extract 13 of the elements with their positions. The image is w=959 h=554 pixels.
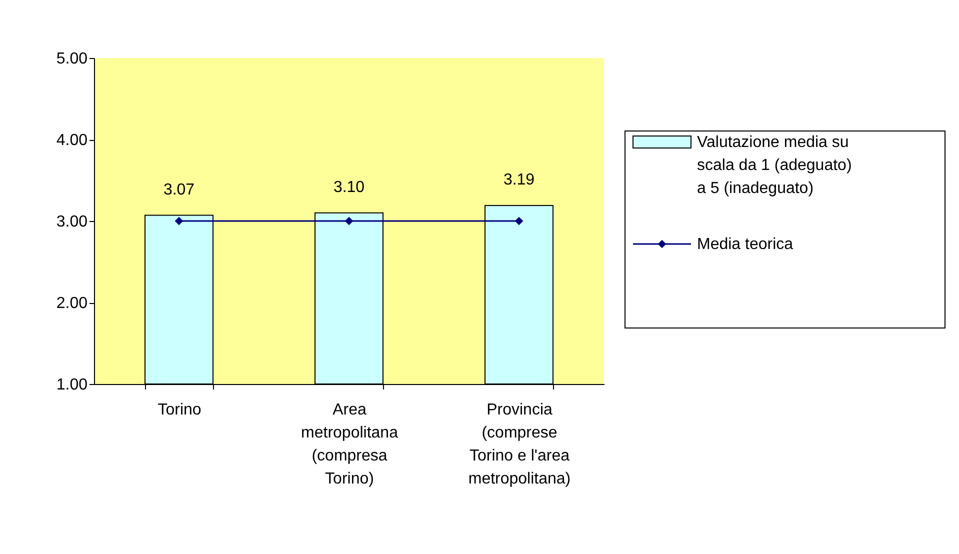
data-label: 3.10 xyxy=(333,178,365,196)
x-tick-label: Area metropolitana (compresa Torino) xyxy=(301,402,398,488)
x-tick-label: Provincia (comprese Torino e l'area metropolitana) xyxy=(468,402,571,488)
legend-label: Media teorica xyxy=(697,236,794,253)
data-label: 3.19 xyxy=(503,172,535,189)
y-tick-label: 5.00 xyxy=(56,50,88,68)
y-tick-label: 3.00 xyxy=(56,214,88,230)
y-tick-label: 1.00 xyxy=(56,376,88,394)
y-tick-label: 2.00 xyxy=(56,295,88,312)
x-tick-label: Torino xyxy=(158,402,202,418)
data-label: 3.07 xyxy=(163,181,195,198)
y-tick-label: 4.00 xyxy=(56,132,88,149)
legend-label: Valutazione media su scala da 1 (adeguato) a 5 (inadeguato) xyxy=(697,134,852,197)
